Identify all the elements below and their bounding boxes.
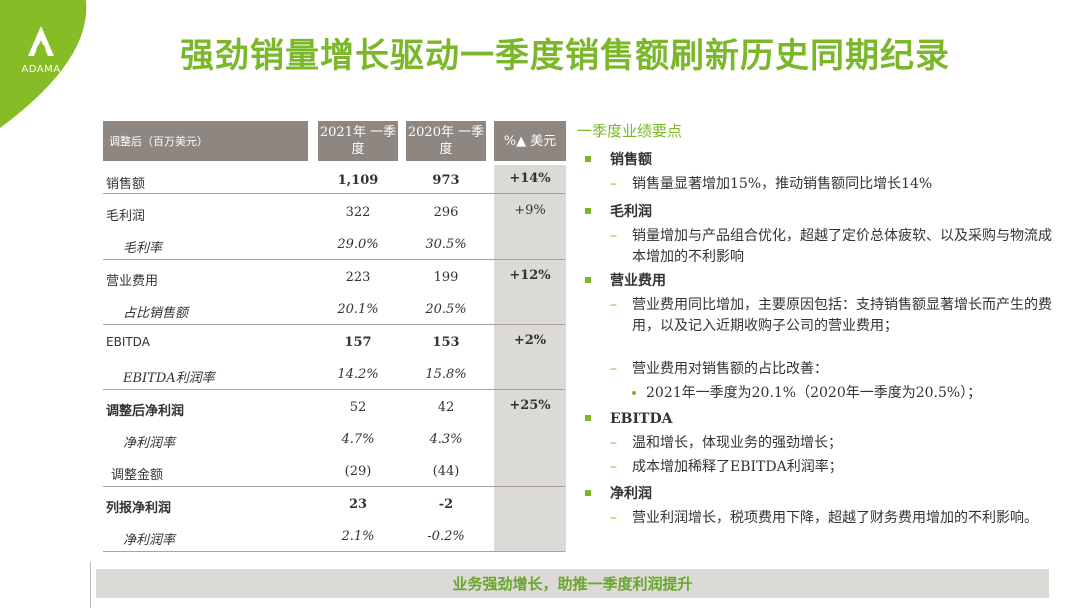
- cell-change: +25%: [509, 398, 551, 413]
- cell-2020: 199: [433, 270, 459, 285]
- cell-2020: -2: [438, 497, 454, 512]
- cell-2021: 52: [349, 400, 367, 415]
- cell-2021: 2.1%: [341, 529, 375, 544]
- section-title: EBITDA: [610, 411, 673, 427]
- row-label: 销售额: [106, 177, 146, 192]
- dash-bullet-icon: –: [610, 510, 617, 526]
- header-2021-q1: 2021年 一季度: [318, 121, 398, 161]
- row-divider: [103, 259, 565, 260]
- table-row: 营业费用 223 199 +12%: [103, 262, 565, 294]
- row-divider: [103, 551, 565, 552]
- row-label: 营业费用: [106, 274, 159, 289]
- dash-bullet-icon: –: [610, 435, 617, 451]
- cell-2021: 157: [344, 335, 372, 350]
- cell-2021: 4.7%: [341, 432, 375, 447]
- dash-bullet-icon: –: [610, 459, 617, 475]
- section-title: 销售额: [610, 152, 652, 168]
- dash-bullet-icon: –: [610, 228, 617, 244]
- cell-2020: 4.3%: [429, 432, 463, 447]
- highlights-heading: 一季度业绩要点: [577, 122, 683, 140]
- dash-bullet-icon: –: [610, 361, 617, 377]
- note-text: 营业费用同比增加，主要原因包括：支持销售额显著增长而产生的费用，以及记入近期收购…: [632, 297, 1052, 334]
- page-title: 强劲销量增长驱动一季度销售额刷新历史同期纪录: [180, 36, 950, 76]
- table-row: 毛利润 322 296 +9%: [103, 197, 565, 229]
- table-row: EBITDA 157 153 +2%: [103, 327, 565, 359]
- row-divider: [103, 193, 565, 194]
- cell-change: +9%: [514, 203, 546, 218]
- table-row: 调整金额 (29) (44): [103, 456, 565, 488]
- header-percent-change: %▲ 美元: [494, 121, 566, 161]
- dot-bullet-icon: [632, 391, 636, 395]
- note-text: 销量增加与产品组合优化，超越了定价总体疲软、以及采购与物流成本增加的不利影响: [632, 228, 1052, 265]
- table-row: 销售额 1,109 973 +14%: [103, 165, 565, 197]
- cell-2021: 1,109: [337, 173, 379, 188]
- table-header: 调整后（百万美元） 2021年 一季度 2020年 一季度 %▲ 美元: [103, 121, 566, 161]
- header-label: 调整后（百万美元）: [103, 121, 308, 161]
- cell-2021: 23: [348, 497, 368, 512]
- dash-bullet-icon: –: [610, 176, 617, 192]
- cell-2021: (29): [344, 464, 372, 479]
- cell-2020: 296: [433, 205, 459, 220]
- note-text: 营业利润增长，税项费用下降，超越了财务费用增加的不利影响。: [632, 510, 1038, 526]
- row-label: EBITDA: [106, 335, 150, 349]
- cell-2020: 15.8%: [425, 367, 467, 382]
- note-text: 温和增长，体现业务的强劲增长；: [632, 435, 842, 451]
- cell-change: +12%: [509, 268, 551, 283]
- footer-divider: [90, 562, 91, 608]
- header-2020-q1: 2020年 一季度: [406, 121, 486, 161]
- cell-2020: 20.5%: [425, 302, 467, 317]
- square-bullet-icon: [585, 490, 591, 496]
- table-row: 列报净利润 23 -2: [103, 489, 565, 521]
- row-label: 毛利润: [106, 209, 146, 224]
- note-text: 2021年一季度为20.1%（2020年一季度为20.5%）；: [646, 385, 982, 401]
- note-text: 销售量显著增加15%，推动销售额同比增长14%: [632, 176, 933, 192]
- row-label: 列报净利润: [106, 501, 172, 516]
- dash-bullet-icon: –: [610, 297, 617, 313]
- row-label: 净利润率: [123, 436, 176, 451]
- cell-change: +2%: [513, 333, 547, 348]
- row-label: 毛利率: [123, 241, 163, 256]
- row-label: EBITDA利润率: [123, 371, 215, 386]
- row-label: 净利润率: [123, 533, 176, 548]
- brand-logo: ADAMA: [0, 0, 120, 128]
- summary-banner-text: 业务强劲增长，助推一季度利润提升: [452, 575, 693, 593]
- section-title: 毛利润: [610, 204, 652, 220]
- square-bullet-icon: [585, 415, 591, 421]
- row-label: 占比销售额: [123, 306, 189, 321]
- table-row: 调整后净利润 52 42 +25%: [103, 392, 565, 424]
- percent-column-shading: [494, 165, 566, 552]
- table-row: 净利润率 2.1% -0.2%: [103, 521, 565, 553]
- table-row: 毛利率 29.0% 30.5%: [103, 229, 565, 261]
- table-row: 净利润率 4.7% 4.3%: [103, 424, 565, 456]
- summary-banner: 业务强劲增长，助推一季度利润提升: [96, 569, 1049, 598]
- cell-2020: 973: [432, 173, 460, 188]
- logo-background-shape: [0, 0, 87, 128]
- row-divider: [103, 324, 565, 325]
- cell-2021: 223: [345, 270, 371, 285]
- cell-2021: 322: [345, 205, 371, 220]
- cell-2020: 153: [432, 335, 460, 350]
- note-text: 成本增加稀释了EBITDA利润率；: [632, 459, 843, 475]
- cell-2021: 29.0%: [337, 237, 379, 252]
- table-row: 占比销售额 20.1% 20.5%: [103, 294, 565, 326]
- cell-2021: 14.2%: [337, 367, 379, 382]
- table-row: EBITDA利润率 14.2% 15.8%: [103, 359, 565, 391]
- cell-change: +14%: [509, 171, 551, 186]
- section-title: 净利润: [610, 486, 652, 502]
- cell-2020: 42: [437, 400, 455, 415]
- section-title: 营业费用: [610, 273, 666, 289]
- square-bullet-icon: [585, 156, 591, 162]
- square-bullet-icon: [585, 277, 591, 283]
- row-divider: [103, 389, 565, 390]
- row-divider: [103, 486, 565, 487]
- row-label: 调整金额: [111, 468, 164, 483]
- cell-2020: 30.5%: [425, 237, 467, 252]
- cell-2020: (44): [432, 464, 460, 479]
- row-label: 调整后净利润: [106, 404, 185, 419]
- note-text: 营业费用对销售额的占比改善：: [632, 361, 828, 377]
- brand-name: ADAMA: [21, 64, 61, 75]
- cell-2020: -0.2%: [427, 529, 465, 544]
- square-bullet-icon: [585, 208, 591, 214]
- cell-2021: 20.1%: [337, 302, 379, 317]
